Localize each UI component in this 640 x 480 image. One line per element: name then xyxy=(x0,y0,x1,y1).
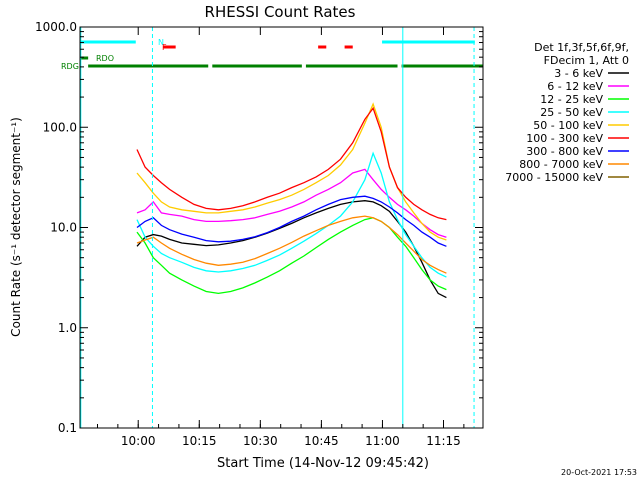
legend-header-line-1: Det 1f,3f,5f,6f,9f, xyxy=(534,41,629,54)
series-line-6-12-kev xyxy=(136,168,447,238)
series-group xyxy=(136,102,447,299)
y-tick-label: 10.0 xyxy=(50,221,77,235)
legend-label-3-6-kev: 3 - 6 keV xyxy=(554,67,603,80)
legend-label-50-100-kev: 50 - 100 keV xyxy=(533,119,603,132)
legend-header-line-2: FDecim 1, Att 0 xyxy=(544,54,629,67)
flag-label-rdg: RDG xyxy=(61,62,79,71)
footer-timestamp: 20-Oct-2021 17:53 xyxy=(561,468,637,477)
series-line-12-25-kev xyxy=(136,217,447,295)
y-axis-ticks: 0.1 1.0 10.0 100.0 1000.0 xyxy=(35,20,483,435)
x-axis-ticks: 10:00 10:15 10:30 10:45 11:00 11:15 xyxy=(97,27,465,448)
x-tick-label: 11:00 xyxy=(365,434,400,448)
y-tick-label: 100.0 xyxy=(43,120,77,134)
chart-title: RHESSI Count Rates xyxy=(205,3,356,21)
x-tick-label: 10:30 xyxy=(243,434,278,448)
series-line-800-7000-kev xyxy=(136,215,447,274)
y-tick-label: 0.1 xyxy=(58,421,77,435)
series-line-3-6-kev xyxy=(136,200,447,299)
series-line-100-300-kev xyxy=(136,106,447,221)
x-axis-label: Start Time (14-Nov-12 09:45:42) xyxy=(217,456,429,471)
legend-label-100-300-kev: 100 - 300 keV xyxy=(526,132,603,145)
legend: Det 1f,3f,5f,6f,9f, FDecim 1, Att 0 3 - … xyxy=(505,41,629,184)
legend-label-6-12-kev: 6 - 12 keV xyxy=(547,80,603,93)
x-tick-label: 11:15 xyxy=(426,434,461,448)
plot-area: NF RDO RDG xyxy=(61,27,483,428)
flag-label-n: N xyxy=(158,38,164,47)
flag-label-rdo: RDO xyxy=(96,54,114,63)
series-line-25-50-kev xyxy=(136,151,447,278)
x-tick-label: 10:45 xyxy=(304,434,339,448)
x-tick-label: 10:15 xyxy=(182,434,217,448)
series-line-50-100-kev xyxy=(136,102,447,241)
y-tick-label: 1000.0 xyxy=(35,20,77,34)
y-tick-label: 1.0 xyxy=(58,321,77,335)
legend-label-25-50-kev: 25 - 50 keV xyxy=(540,106,603,119)
legend-label-300-800-kev: 300 - 800 keV xyxy=(526,145,603,158)
vertical-markers xyxy=(80,27,475,428)
y-axis-label: Count Rate (s⁻¹ detector segment⁻¹) xyxy=(9,117,23,337)
series-line-300-800-kev xyxy=(136,195,447,247)
legend-label-12-25-kev: 12 - 25 keV xyxy=(540,93,603,106)
legend-label-7000-15000-kev: 7000 - 15000 keV xyxy=(505,171,603,184)
flag-label-f: F xyxy=(162,43,167,52)
x-tick-label: 10:00 xyxy=(121,434,156,448)
legend-label-800-7000-kev: 800 - 7000 keV xyxy=(519,158,603,171)
flag-bars: NF RDO RDG xyxy=(61,38,483,71)
